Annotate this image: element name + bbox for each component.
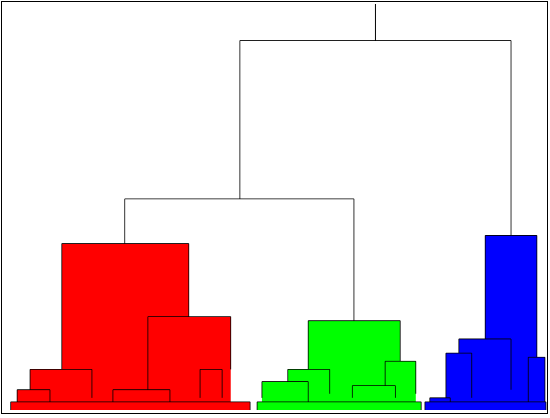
cluster-fill [200,369,223,410]
cluster-fill [424,401,546,410]
cluster-fill [528,357,545,410]
cluster-fill [10,401,251,410]
cluster-fill [257,401,422,410]
